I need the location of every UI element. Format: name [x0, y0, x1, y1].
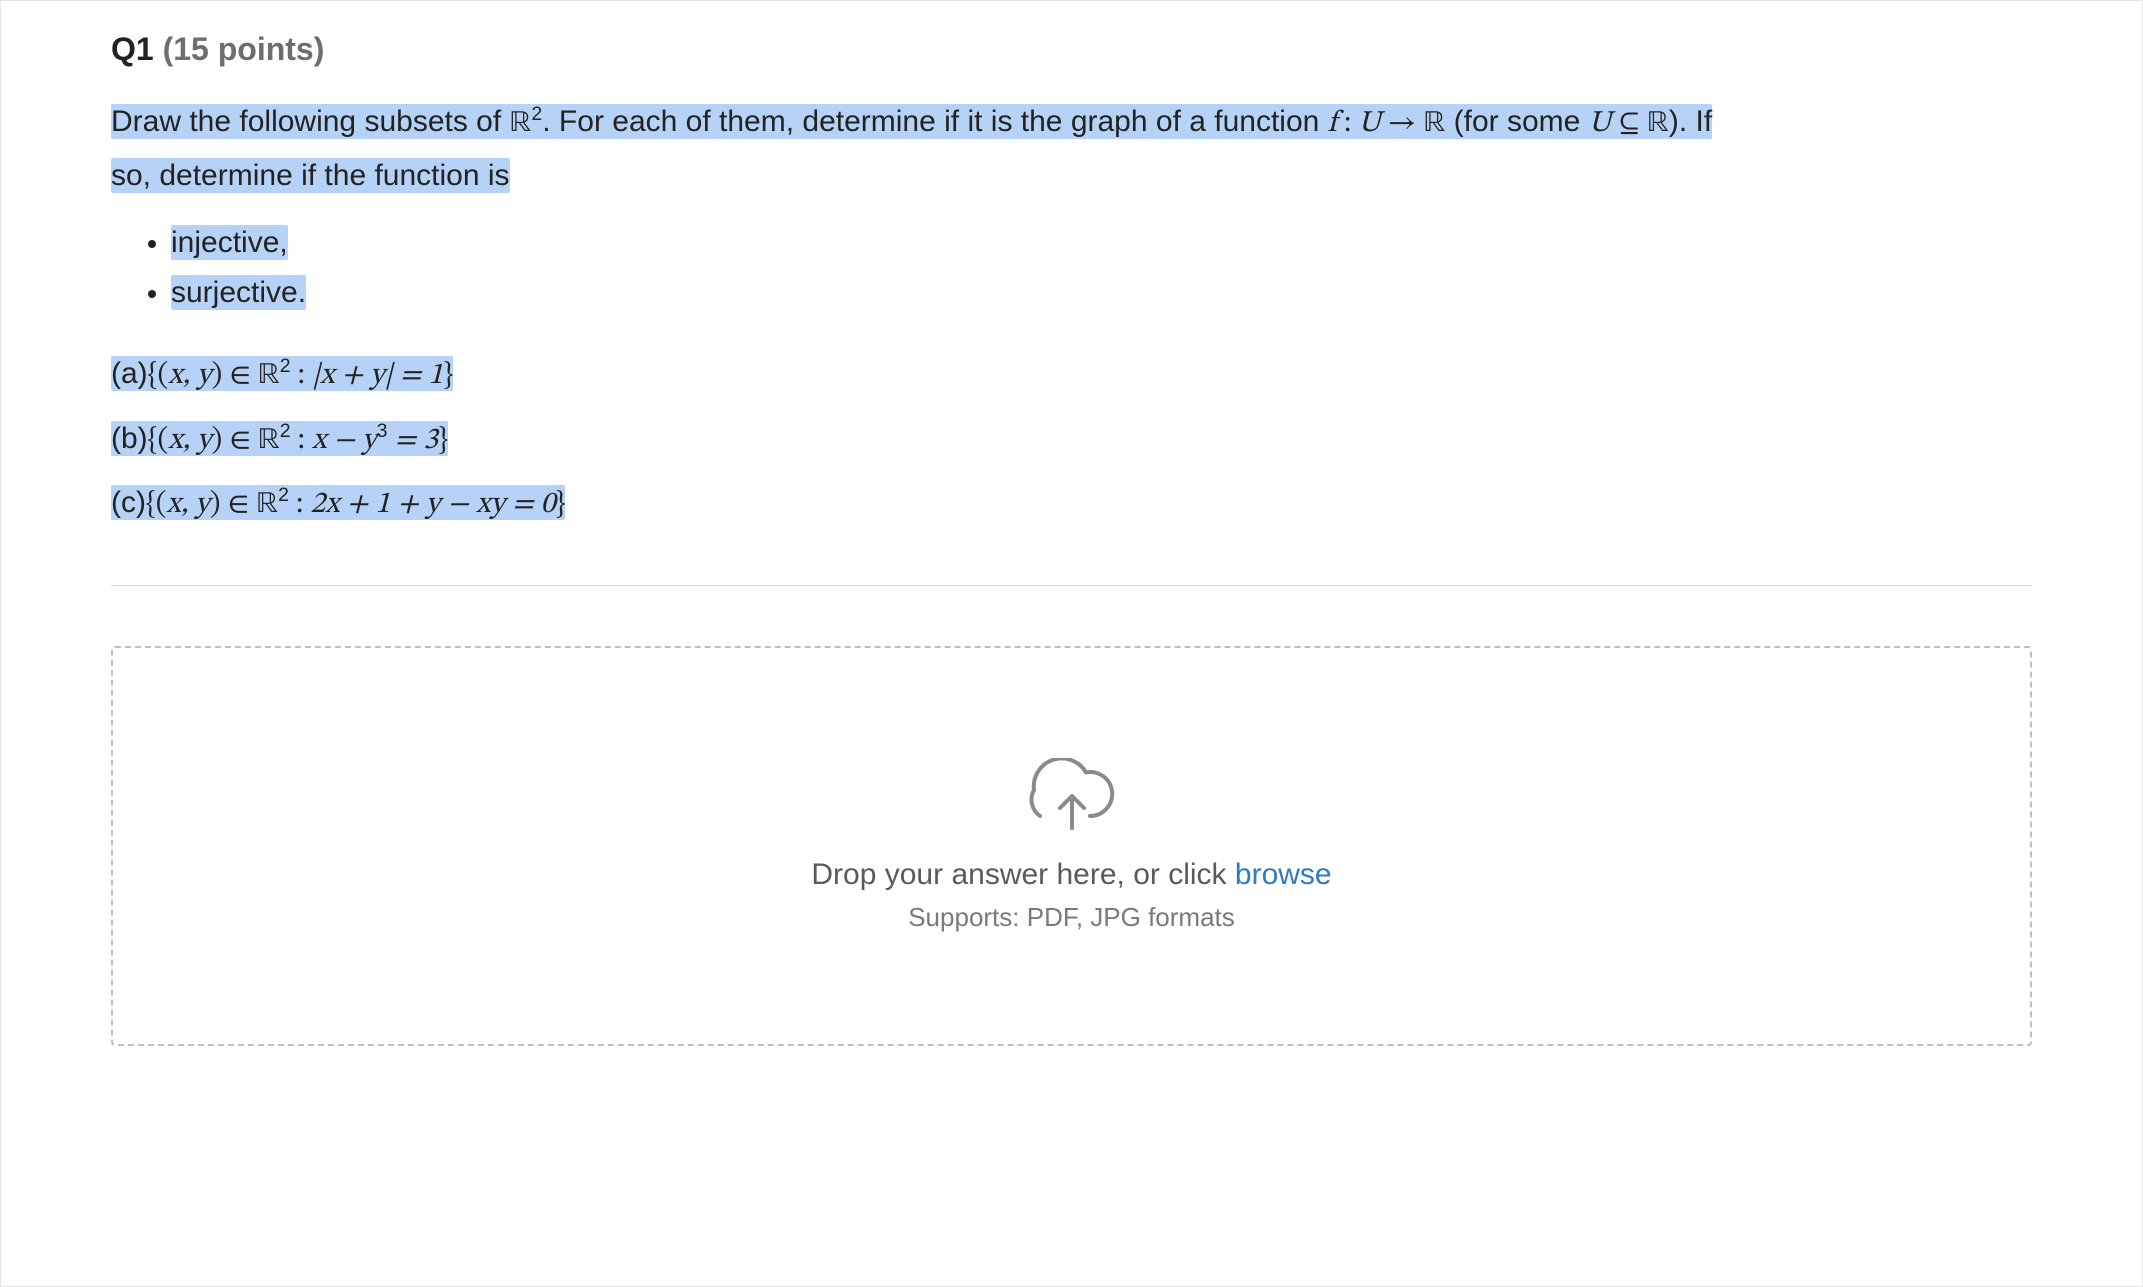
text: Drop your answer here, or click	[811, 858, 1235, 891]
text: ) ∈	[211, 361, 257, 391]
math-arrow: →	[1381, 109, 1424, 139]
math-sup: 2	[280, 420, 291, 442]
math-sup: 2	[531, 103, 542, 125]
bullet-injective: injective,	[171, 225, 288, 260]
math-U: U	[1358, 109, 1381, 139]
list-item: injective,	[171, 219, 2032, 267]
text: {(	[148, 426, 169, 456]
browse-link[interactable]: browse	[1235, 858, 1332, 891]
prompt-line-2: so, determine if the function is	[111, 158, 510, 193]
list-item: surjective.	[171, 269, 2032, 317]
text: :	[291, 426, 312, 456]
math-f: f	[1328, 109, 1337, 139]
text: :	[1337, 109, 1358, 139]
math-expr: 2x + 1 + y − xy = 0	[310, 490, 555, 520]
math-subset: ⊆	[1611, 109, 1647, 139]
text: . For each of them, determine if it is t…	[542, 105, 1327, 138]
text: }	[438, 426, 448, 456]
math-R: ℝ	[258, 426, 280, 456]
text: {(	[146, 490, 167, 520]
text: ). If	[1669, 105, 1712, 138]
math-xy: x, y	[168, 361, 211, 391]
text: }	[443, 361, 453, 391]
question-points: (15 points)	[163, 31, 325, 67]
part-label: (a)	[111, 357, 148, 390]
math-R: ℝ	[510, 109, 532, 139]
file-dropzone[interactable]: Drop your answer here, or click browse S…	[111, 646, 2032, 1046]
text: :	[289, 490, 310, 520]
text: ) ∈	[210, 490, 256, 520]
divider	[111, 585, 2032, 586]
math-sup: 2	[278, 484, 289, 506]
property-list: injective, surjective.	[111, 219, 2032, 317]
math-expr: |x + y| = 1	[312, 361, 443, 391]
part-b: (b){(x, y) ∈ ℝ2 : x − y3 = 3}	[111, 410, 2032, 471]
math-R: ℝ	[256, 490, 278, 520]
math-R: ℝ	[1423, 109, 1445, 139]
text: ) ∈	[211, 426, 257, 456]
math-R: ℝ	[1647, 109, 1669, 139]
bullet-surjective: surjective.	[171, 275, 306, 310]
text: Draw the following subsets of	[111, 105, 510, 138]
text: }	[556, 490, 566, 520]
dropzone-text: Drop your answer here, or click browse	[811, 858, 1331, 892]
math-expr: x − y	[312, 426, 377, 456]
dropzone-supports: Supports: PDF, JPG formats	[908, 902, 1235, 933]
part-label: (b)	[111, 422, 148, 455]
part-label: (c)	[111, 486, 146, 519]
math-sup: 3	[377, 420, 388, 442]
text: {(	[148, 361, 169, 391]
part-c-content: (c){(x, y) ∈ ℝ2 : 2x + 1 + y − xy = 0}	[111, 485, 565, 520]
text: :	[291, 361, 312, 391]
question-card: Q1 (15 points) Draw the following subset…	[0, 0, 2143, 1287]
upload-icon	[1028, 758, 1116, 836]
part-a: (a){(x, y) ∈ ℝ2 : |x + y| = 1}	[111, 345, 2032, 406]
question-title: Q1 (15 points)	[111, 31, 2032, 68]
math-xy: x, y	[168, 426, 211, 456]
prompt-line-1: Draw the following subsets of ℝ2. For ea…	[111, 104, 1712, 139]
part-a-content: (a){(x, y) ∈ ℝ2 : |x + y| = 1}	[111, 356, 453, 391]
math-expr: = 3	[388, 426, 439, 456]
text: (for some	[1445, 105, 1588, 138]
math-U: U	[1589, 109, 1612, 139]
part-b-content: (b){(x, y) ∈ ℝ2 : x − y3 = 3}	[111, 421, 448, 456]
part-c: (c){(x, y) ∈ ℝ2 : 2x + 1 + y − xy = 0}	[111, 474, 2032, 535]
math-R: ℝ	[258, 361, 280, 391]
question-number: Q1	[111, 31, 154, 67]
question-prompt: Draw the following subsets of ℝ2. For ea…	[111, 96, 2032, 201]
math-xy: x, y	[167, 490, 210, 520]
math-sup: 2	[280, 355, 291, 377]
